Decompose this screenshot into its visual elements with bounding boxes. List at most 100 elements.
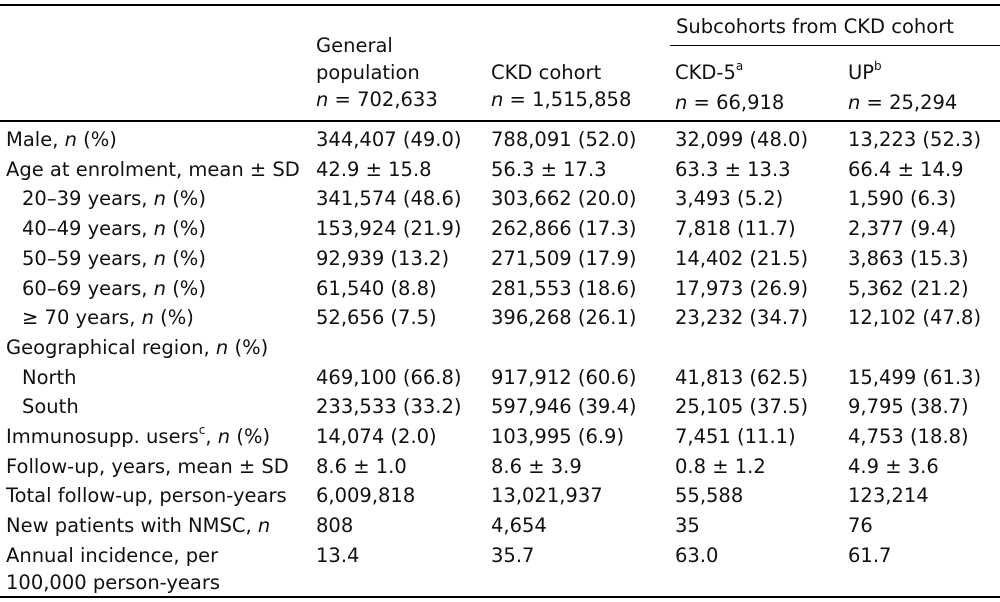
row-label: South [22,392,79,421]
col-header-line: General [316,34,393,57]
table-cell: 7,451 (11.1) [675,425,796,448]
row-label: North [22,363,77,392]
row-label: 40–49 years, n (%) [22,214,206,243]
row-label-text: South [22,395,79,419]
row-label-n: n [153,217,166,241]
row-label-text: Immunosupp. users [6,425,199,448]
row-label-text: (%) [230,425,271,448]
row-label-text: Annual incidence, per [6,543,219,567]
col-header-general-population: General population n = 702,633 [316,32,438,113]
row-label-n: n [141,306,154,330]
row-label: Annual incidence, per 100,000 person-year… [6,541,220,595]
table-cell: 6,009,818 [316,484,416,508]
row-label: ≥ 70 years, n (%) [22,303,194,332]
col-header-line: population [316,61,420,84]
table-cell: 271,509 (17.9) [491,246,637,270]
row-label-n: n [153,246,166,270]
table-cell: 13.4 [316,543,360,567]
row-label-text: (%) [166,276,206,300]
table-cell: 1,590 (6.3) [848,187,957,211]
table-cell: 9,795 (38.7) [848,395,969,419]
table-cell: 8.6 ± 3.9 [491,454,582,478]
table-cell: 63.3 ± 13.3 [675,157,791,181]
table-cell: 3,493 (5.2) [675,187,784,211]
row-label-text: 50–59 years, [22,246,154,270]
row-label: Male, n (%) [6,125,117,154]
row-label-text: (%) [166,246,206,270]
table-cell: 2,377 (9.4) [848,217,957,241]
row-label: 50–59 years, n (%) [22,244,206,273]
table-cell: 12,102 (47.8) [848,306,982,330]
row-label-n: n [153,276,166,300]
table-cell: 25,105 (37.5) [675,395,809,419]
table-cell: 35 [675,514,700,538]
header-bottom-rule [0,120,1000,122]
table-cell: 7,818 (11.7) [675,217,796,241]
row-label-n: n [64,128,77,151]
col-header-n-value: 702,633 [357,88,438,111]
table-cell: 5,362 (21.2) [848,276,969,300]
row-label-text: (%) [166,187,206,211]
table-cell: 35.7 [491,543,535,567]
row-label-text: (%) [166,217,206,241]
table-cell: 233,533 (33.2) [316,395,462,419]
table-cell: 788,091 (52.0) [491,128,637,151]
table-cell: 0.8 ± 1.2 [675,454,766,478]
row-label-text: Male, [6,128,65,151]
row-label-n: n [215,335,229,359]
col-header-up: UPb n = 25,294 [848,59,957,116]
row-label-text: (%) [228,335,269,359]
col-header-n: n = 25,294 [848,91,958,114]
col-header-n-value: 1,515,858 [532,88,632,111]
table-cell: 3,863 (15.3) [848,246,969,270]
table-cell: 153,924 (21.9) [316,217,462,241]
table-cell: 262,866 (17.3) [491,217,637,241]
col-header-n-value: 66,918 [716,91,785,114]
table-cell: 303,662 (20.0) [491,187,637,211]
table-cell: 344,407 (49.0) [316,128,462,151]
row-label: 20–39 years, n (%) [22,184,206,213]
row-label: Follow-up, years, mean ± SD [6,452,289,481]
col-header-line: UPb [848,59,957,89]
col-header-line: CKD cohort [491,61,602,84]
row-label-n: n [257,514,271,538]
col-header-label: UP [848,61,875,84]
row-label-n: n [153,187,166,211]
table-cell: 15,499 (61.3) [848,365,982,389]
table-cell: 32,099 (48.0) [675,128,809,151]
table-bottom-rule [0,596,1000,598]
row-label-line2: 100,000 person-years [6,570,221,594]
row-label: Geographical region, n (%) [6,333,268,362]
row-label-text: ≥ 70 years, [22,306,142,330]
table-cell: 55,588 [675,484,744,508]
row-label: Total follow-up, person-years [6,481,287,510]
table-cell: 281,553 (18.6) [491,276,637,300]
row-label: 60–69 years, n (%) [22,274,206,303]
table-cell: 17,973 (26.9) [675,276,809,300]
table-cell: 396,268 (26.1) [491,306,637,330]
table-cell: 61.7 [848,543,892,567]
row-label-text: (%) [153,306,194,330]
table-cell: 4,654 [491,514,547,538]
table-cell: 42.9 ± 15.8 [316,157,432,181]
row-label-text: New patients with NMSC, [6,514,258,538]
row-label-text: 20–39 years, [22,187,154,211]
table-cell: 92,939 (13.2) [316,246,450,270]
row-label-n: n [217,425,231,448]
footnote-marker: c [198,423,206,437]
row-label-text: 40–49 years, [22,217,154,241]
footnote-marker: b [874,59,882,73]
table-cell: 14,074 (2.0) [316,425,437,448]
col-header-ckd-cohort: CKD cohort n = 1,515,858 [491,59,631,113]
table-cell: 66.4 ± 14.9 [848,157,964,181]
table-cell: 103,995 (6.9) [491,425,625,448]
row-label: Immunosupp. usersc, n (%) [6,422,270,454]
row-label-text: (%) [76,128,117,151]
table-cell: 56.3 ± 17.3 [491,157,607,181]
subcohort-group-rule [670,45,1000,46]
row-label-text: 60–69 years, [22,276,154,300]
row-label: New patients with NMSC, n [6,511,270,540]
table-cell: 4,753 (18.8) [848,425,969,448]
table-cell: 597,946 (39.4) [491,395,637,419]
